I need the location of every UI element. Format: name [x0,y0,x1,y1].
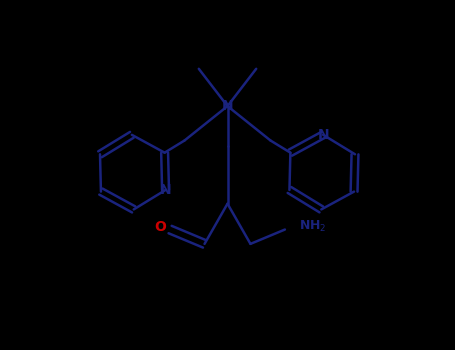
Text: O: O [154,220,166,234]
Text: NH$_2$: NH$_2$ [299,219,327,234]
Text: N: N [160,183,172,197]
Text: N: N [222,99,233,113]
Text: N: N [317,128,329,142]
